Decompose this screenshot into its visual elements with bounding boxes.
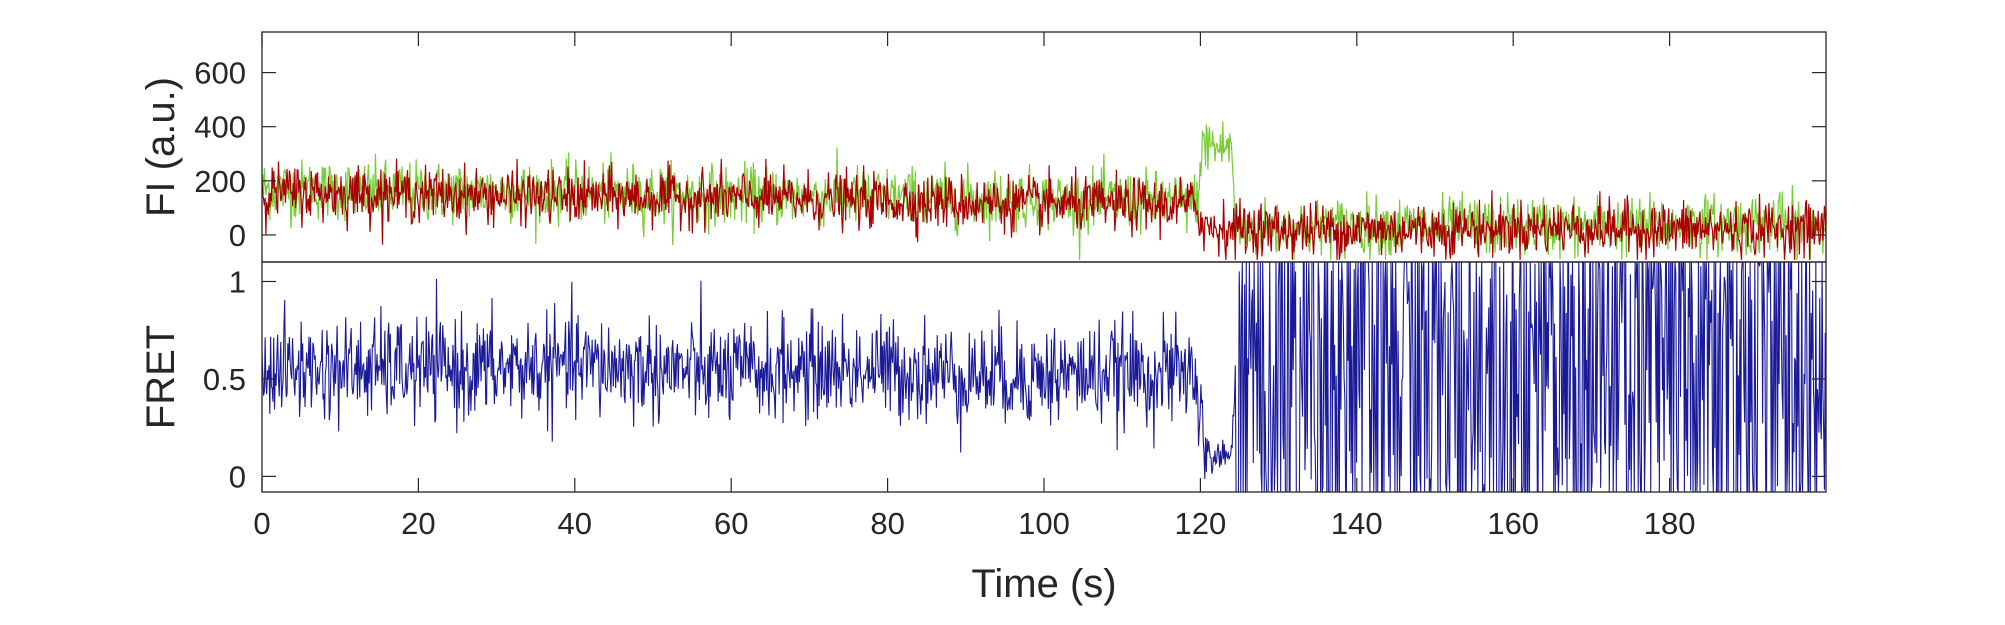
fret-axes-frame xyxy=(261,261,1827,493)
time-x-tick-label: 80 xyxy=(870,506,904,541)
fret-axis-ticks: 0 0.5 1 0 20 40 60 80 100 120 140 160 180 xyxy=(203,264,1826,541)
time-x-tick-label: 180 xyxy=(1644,506,1696,541)
intensity-y-axis-label: FI (a.u.) xyxy=(139,77,183,217)
intensity-panel: 0 200 400 600 FI (a.u.) xyxy=(139,31,1827,263)
time-x-tick-label: 160 xyxy=(1487,506,1539,541)
time-x-tick-label: 140 xyxy=(1331,506,1383,541)
fret-efficiency-line xyxy=(261,261,1827,493)
intensity-y-tick-label: 200 xyxy=(194,164,246,199)
fret-y-tick-label: 0.5 xyxy=(203,362,246,397)
time-x-tick-label: 0 xyxy=(253,506,270,541)
intensity-y-tick-label: 0 xyxy=(229,218,246,253)
intensity-traces xyxy=(261,121,1827,260)
fret-trace xyxy=(261,261,1827,493)
fret-panel: 0 0.5 1 0 20 40 60 80 100 120 140 160 180 FRET Time … xyxy=(139,261,1827,606)
fret-y-axis-label: FRET xyxy=(139,325,183,429)
time-x-tick-label: 60 xyxy=(714,506,748,541)
intensity-y-tick-label: 600 xyxy=(194,56,246,91)
time-x-tick-label: 20 xyxy=(401,506,435,541)
fret-y-tick-label: 0 xyxy=(229,459,246,494)
acceptor-intensity-line xyxy=(261,158,1827,260)
time-x-tick-label: 40 xyxy=(558,506,592,541)
intensity-axis-ticks: 0 200 400 600 xyxy=(194,32,1826,253)
fret-y-tick-label: 1 xyxy=(229,264,246,299)
time-x-axis-label: Time (s) xyxy=(971,562,1116,606)
time-x-tick-label: 100 xyxy=(1018,506,1070,541)
time-x-tick-label: 120 xyxy=(1175,506,1227,541)
intensity-y-tick-label: 400 xyxy=(194,110,246,145)
